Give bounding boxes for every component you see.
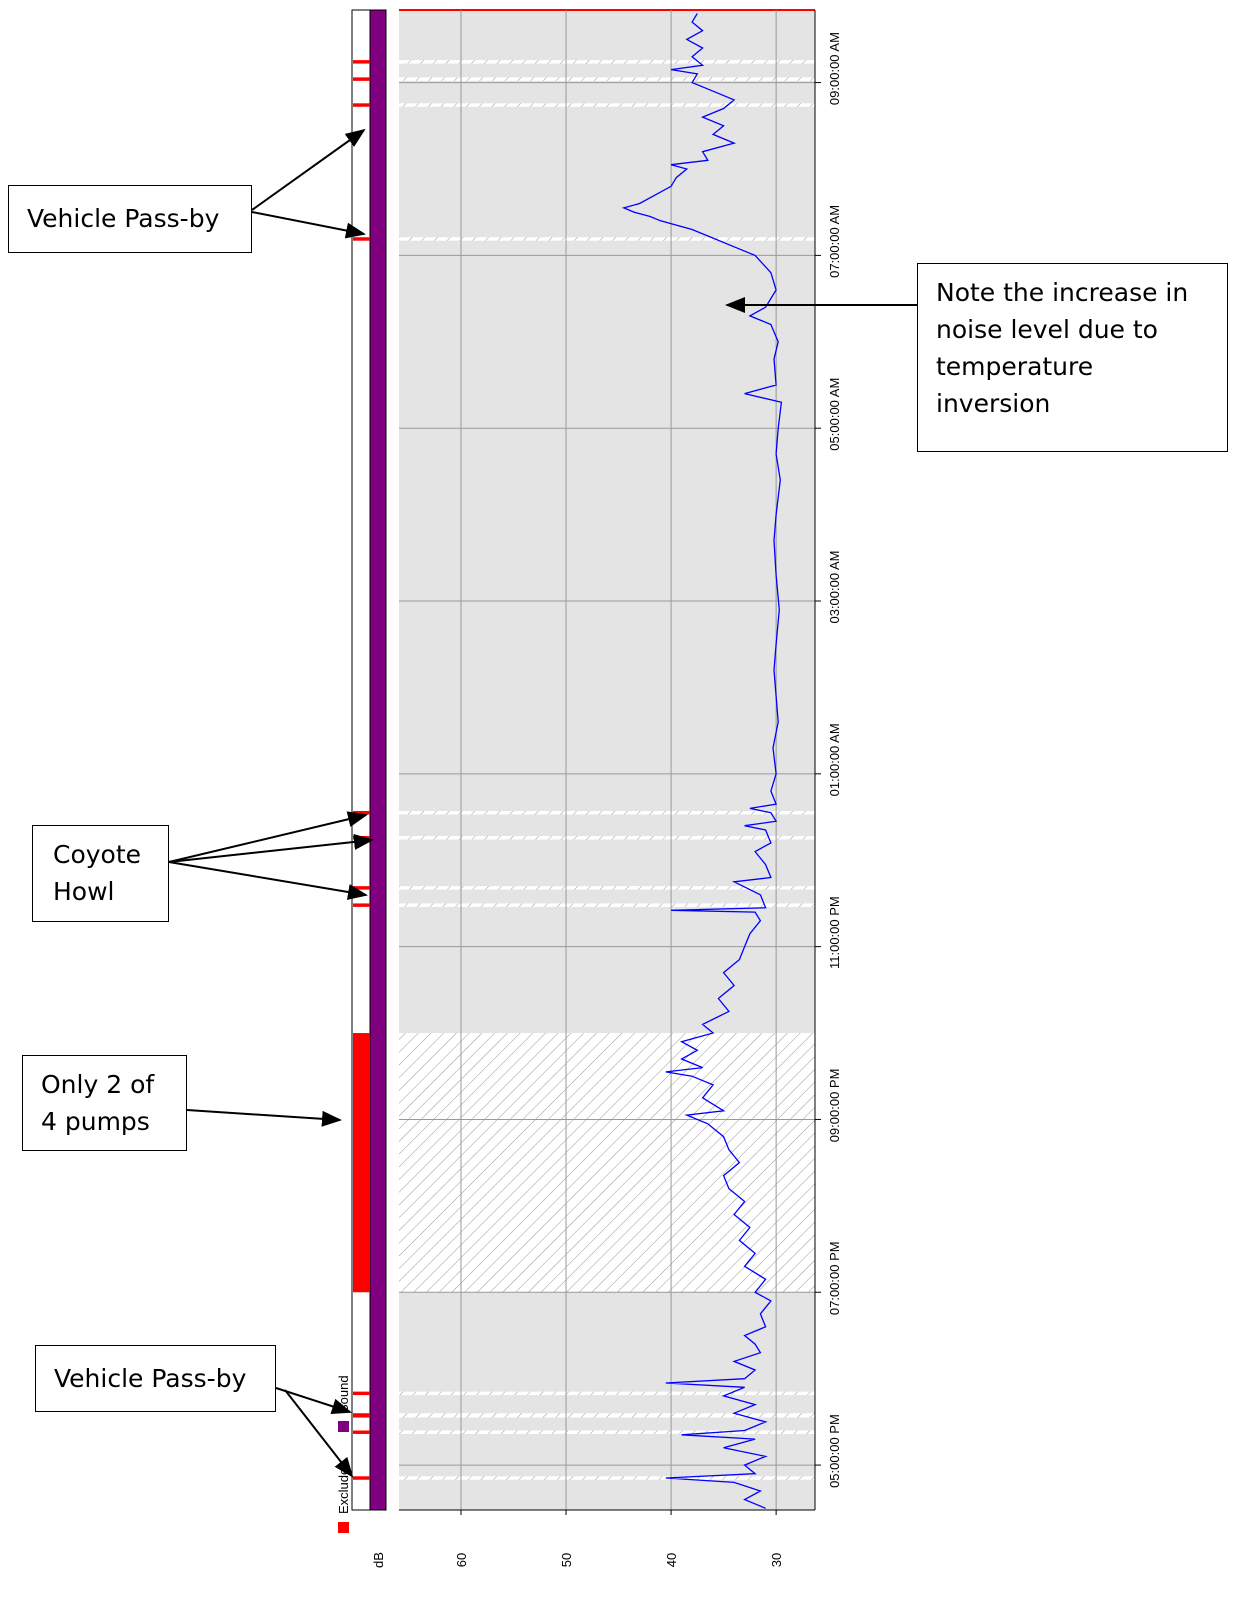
exclusion-hatch [399,1033,815,1293]
annotation: Only 2 of 4 pumps [22,1055,187,1151]
annotation: Vehicle Pass-by [35,1345,276,1412]
time-tick-label: 09:00:00 PM [827,1069,842,1143]
exclusion-hatch [399,1413,815,1418]
sound-line [621,13,783,1509]
exclusion-hatch [399,836,815,840]
annotation: Vehicle Pass-by [8,185,252,253]
exclusion-marker [353,886,370,890]
exclusion-marker [353,77,370,81]
exclusion-hatch [399,810,815,815]
value-axis-label: dB [371,1552,386,1568]
time-tick-label: 07:00:00 PM [827,1241,842,1315]
exclusion-hatch [399,886,815,890]
time-tick-label: 03:00:00 AM [827,551,842,624]
value-tick-label: 40 [664,1553,679,1567]
exclusion-hatch [399,903,815,907]
exclusion-marker [353,1033,370,1293]
exclusion-hatch [399,237,815,241]
exclusion-hatch [399,1430,815,1434]
value-tick-label: 60 [454,1553,469,1567]
exclusion-marker [353,903,370,907]
annotation-arrows [168,128,917,1478]
exclusion-marker [353,60,370,64]
sound-band [369,9,387,1511]
value-tick-label: 30 [769,1553,784,1567]
annotation: Note the increase in noise level due to … [917,263,1228,452]
value-tick-label: 50 [559,1553,574,1567]
time-tick-label: 05:00:00 PM [827,1414,842,1488]
exclusion-hatch [399,60,815,64]
annotation: Coyote Howl [32,825,169,922]
exclusion-hatch [399,1476,815,1480]
exclusion-marker [353,836,370,840]
legend-swatch [338,1522,349,1533]
time-tick-label: 07:00:00 AM [827,205,842,278]
time-tick-label: 09:00:00 AM [827,32,842,105]
time-tick-label: 01:00:00 AM [827,723,842,796]
exclusion-marker [353,1413,370,1418]
time-tick-label: 05:00:00 AM [827,378,842,451]
legend-label: Exclude [336,1468,351,1514]
exclusion-marker [353,1391,370,1396]
exclusion-hatch [399,77,815,81]
exclusion-hatch [399,103,815,107]
exclusion-hatch [399,1391,815,1396]
exclusion-marker [353,1476,370,1480]
exclusion-marker [353,1430,370,1434]
exclusion-marker [353,810,370,815]
legend-swatch [338,1421,349,1432]
exclusion-marker [353,103,370,107]
exclusion-marker [353,237,370,241]
time-tick-label: 11:00:00 PM [827,896,842,969]
